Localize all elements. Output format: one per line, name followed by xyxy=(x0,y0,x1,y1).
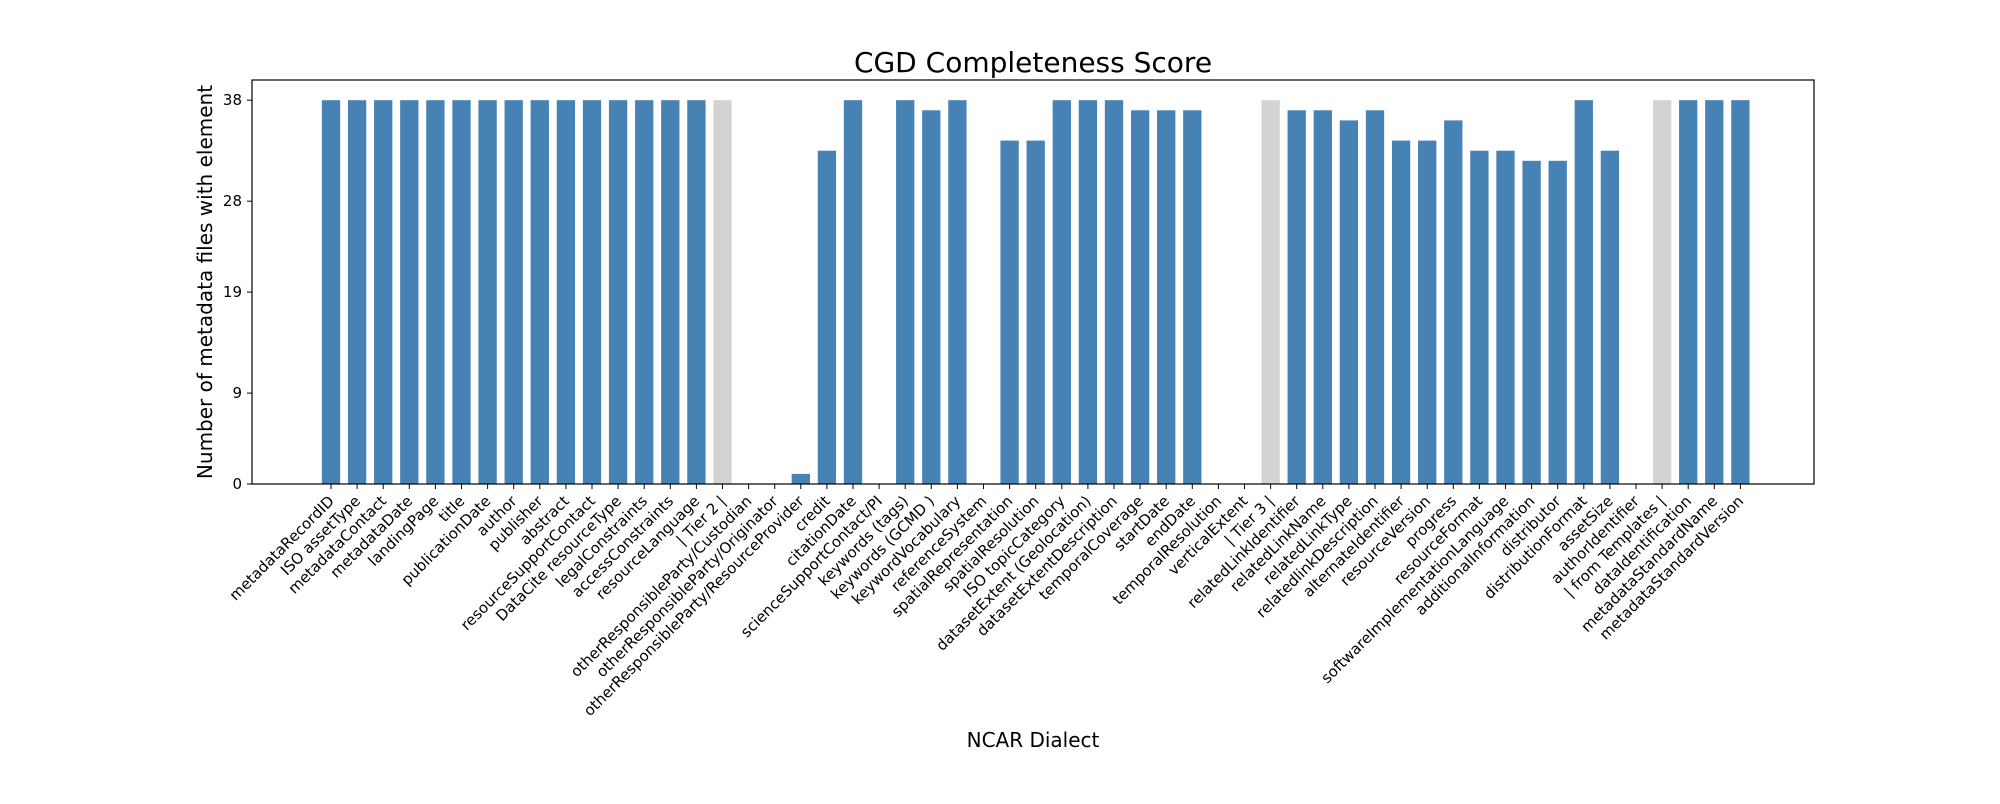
bar xyxy=(1365,110,1385,485)
bar xyxy=(1574,100,1593,484)
y-tick-label: 28 xyxy=(223,192,242,210)
bar xyxy=(504,100,523,484)
y-axis: 0 9 19 28 38 xyxy=(223,91,252,493)
bar xyxy=(922,110,941,485)
bar xyxy=(374,100,393,484)
bar xyxy=(817,150,837,484)
plot-frame xyxy=(251,79,1815,485)
bar xyxy=(1183,110,1202,485)
bar xyxy=(1052,100,1071,484)
y-tick-label: 38 xyxy=(223,91,242,109)
bar xyxy=(1679,100,1698,484)
y-tick-label: 0 xyxy=(232,475,242,493)
bar xyxy=(635,100,654,484)
bar xyxy=(1391,140,1411,484)
bar xyxy=(1444,120,1463,485)
bar xyxy=(426,100,445,484)
bar xyxy=(556,100,576,484)
bar xyxy=(896,100,915,484)
bar xyxy=(1339,120,1359,485)
bar xyxy=(608,100,628,484)
chart-title: CGD Completeness Score xyxy=(854,46,1212,79)
bar xyxy=(1078,100,1098,484)
bar xyxy=(843,100,863,484)
bar xyxy=(1600,150,1620,484)
bar xyxy=(582,100,602,484)
bar xyxy=(1470,150,1489,484)
bar xyxy=(1026,140,1045,484)
bar xyxy=(1287,110,1306,485)
bar xyxy=(1496,150,1515,484)
separator-bar xyxy=(1652,100,1672,484)
bar xyxy=(347,100,367,484)
bars-group xyxy=(321,100,1750,485)
bar xyxy=(400,100,419,484)
y-tick-label: 19 xyxy=(223,283,242,301)
bar xyxy=(1705,100,1724,484)
bar xyxy=(321,100,341,484)
bar xyxy=(1522,160,1541,485)
x-axis-label: NCAR Dialect xyxy=(967,728,1100,752)
bar xyxy=(1548,160,1567,485)
bar xyxy=(478,100,497,484)
y-tick-label: 9 xyxy=(232,384,242,402)
bar xyxy=(687,100,706,484)
y-axis-label: Number of metadata files with element xyxy=(193,85,217,479)
bar xyxy=(791,473,810,484)
bar xyxy=(1313,110,1332,485)
bar xyxy=(1000,140,1019,484)
bar xyxy=(530,100,549,484)
bar xyxy=(1130,110,1150,485)
bar xyxy=(1731,100,1750,484)
bar xyxy=(1157,110,1176,485)
bar xyxy=(1104,100,1124,484)
separator-bar xyxy=(1261,100,1280,484)
bar xyxy=(1418,140,1437,484)
bar xyxy=(452,100,471,484)
bar xyxy=(661,100,680,484)
bar xyxy=(948,100,967,484)
separator-bar xyxy=(713,100,732,484)
